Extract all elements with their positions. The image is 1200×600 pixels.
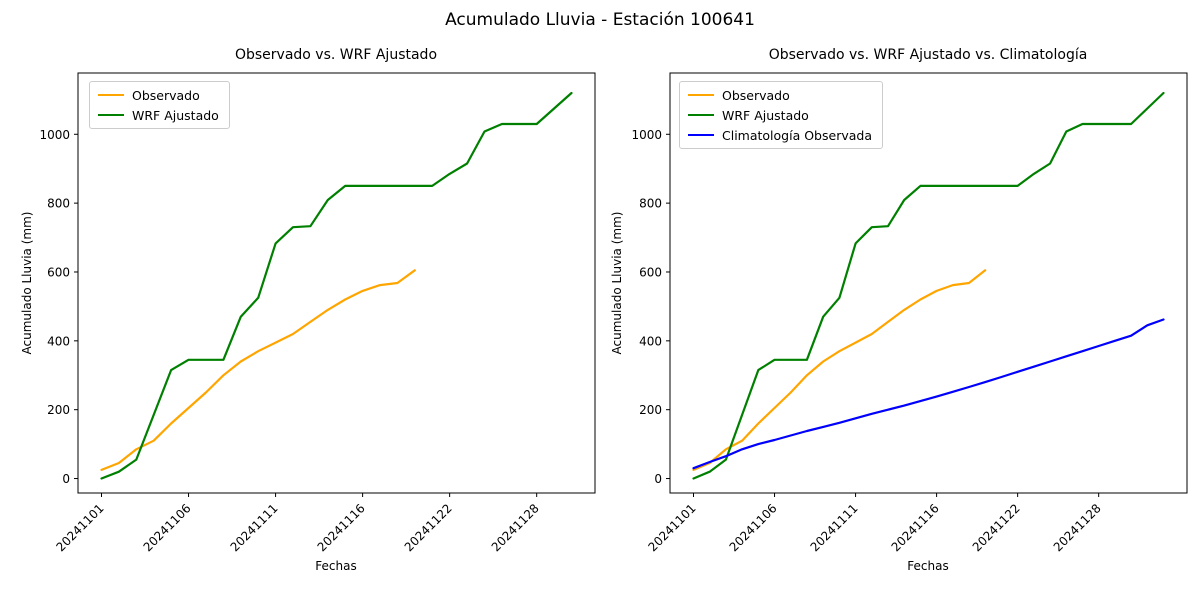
x-tick-label: 20241111 (228, 501, 281, 554)
x-tick-label: 20241128 (1051, 501, 1104, 554)
legend-label: Observado (722, 87, 790, 103)
y-tick-label: 200 (47, 403, 70, 417)
y-tick-label: 0 (62, 472, 70, 486)
y-tick-label: 800 (639, 197, 662, 211)
x-tick-label: 20241122 (402, 501, 455, 554)
legend-item-wrf-ajustado: WRF Ajustado (688, 107, 872, 123)
left-chart-title: Observado vs. WRF Ajustado (234, 47, 438, 63)
observado-line-swatch (98, 94, 124, 96)
left-x-axis-label: Fechas (315, 559, 357, 573)
x-tick-label: 20241116 (315, 501, 368, 554)
y-tick-label: 400 (639, 334, 662, 348)
series-line-observado (692, 269, 987, 471)
legend-label: Observado (132, 87, 200, 103)
observado-line-swatch (688, 94, 714, 96)
series-line-climatolog-a-observada (692, 318, 1165, 470)
x-tick-label: 20241101 (54, 501, 107, 554)
right-chart-title: Observado vs. WRF Ajustado vs. Climatolo… (768, 47, 1088, 63)
x-tick-label: 20241116 (889, 501, 942, 554)
y-tick-label: 1000 (39, 128, 70, 142)
y-tick-label: 0 (654, 472, 662, 486)
x-tick-label: 20241111 (808, 501, 861, 554)
y-tick-label: 800 (47, 197, 70, 211)
right-y-axis-label: Acumulado Lluvia (mm) (610, 211, 624, 355)
x-tick-label: 20241106 (727, 501, 780, 554)
y-tick-label: 400 (47, 334, 70, 348)
series-line-wrf-ajustado (100, 91, 573, 480)
legend-item-observado: Observado (688, 87, 872, 103)
y-tick-label: 1000 (631, 128, 662, 142)
legend-item-climatologia: Climatología Observada (688, 127, 872, 143)
figure-title: Acumulado Lluvia - Estación 100641 (445, 10, 755, 30)
legend-label: Climatología Observada (722, 127, 872, 143)
left-y-axis-label: Acumulado Lluvia (mm) (20, 211, 34, 355)
left-chart-legend: Observado WRF Ajustado (89, 81, 230, 129)
right-x-axis-label: Fechas (907, 559, 949, 573)
climatologia-line-swatch (688, 134, 714, 136)
x-tick-label: 20241106 (141, 501, 194, 554)
y-tick-label: 200 (639, 403, 662, 417)
plot-area-border (77, 72, 596, 494)
x-tick-label: 20241101 (646, 501, 699, 554)
legend-label: WRF Ajustado (722, 107, 809, 123)
legend-item-observado: Observado (98, 87, 219, 103)
legend-item-wrf-ajustado: WRF Ajustado (98, 107, 219, 123)
series-line-wrf-ajustado (692, 91, 1165, 480)
y-tick-label: 600 (47, 265, 70, 279)
wrf-ajustado-line-swatch (98, 114, 124, 116)
legend-label: WRF Ajustado (132, 107, 219, 123)
right-chart-legend: Observado WRF Ajustado Climatología Obse… (679, 81, 883, 149)
plot-area-border (669, 72, 1188, 494)
x-tick-label: 20241122 (970, 501, 1023, 554)
series-line-observado (100, 269, 416, 471)
y-tick-label: 600 (639, 265, 662, 279)
wrf-ajustado-line-swatch (688, 114, 714, 116)
x-tick-label: 20241128 (489, 501, 542, 554)
